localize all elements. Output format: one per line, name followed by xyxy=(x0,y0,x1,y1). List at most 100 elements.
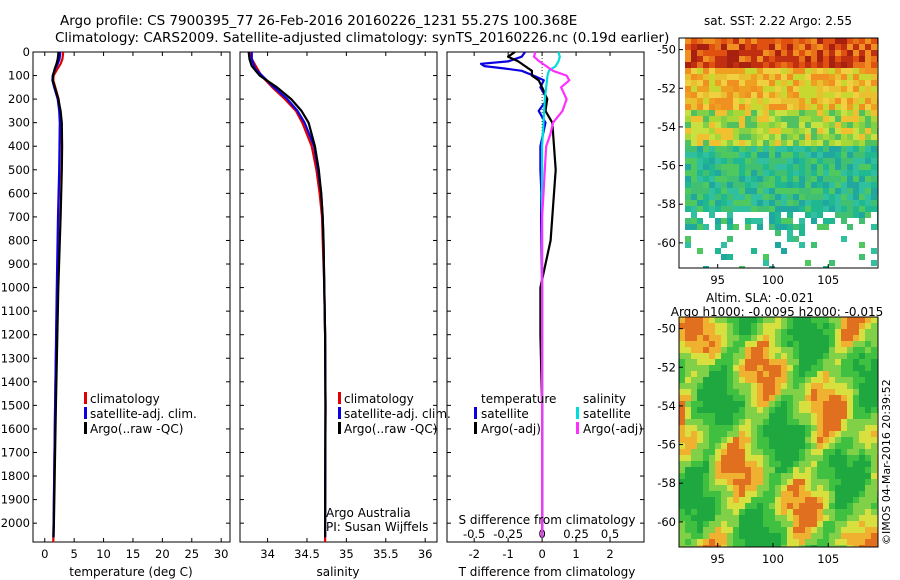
map-cell xyxy=(793,515,799,521)
map-cell xyxy=(745,164,751,170)
map-cell xyxy=(865,116,871,122)
map-cell xyxy=(709,224,715,230)
map-cell xyxy=(817,521,823,527)
map-cell xyxy=(805,62,811,68)
map-cell xyxy=(769,359,775,365)
map-cell xyxy=(871,515,877,521)
map-cell xyxy=(871,56,877,62)
map-cell xyxy=(841,248,847,254)
map-cell xyxy=(805,473,811,479)
map-cell xyxy=(781,86,787,92)
map-cell xyxy=(703,455,709,461)
map-cell xyxy=(775,86,781,92)
map-cell xyxy=(799,335,805,341)
map-cell xyxy=(811,377,817,383)
map-cell xyxy=(679,80,685,86)
map-cell xyxy=(727,503,733,509)
map-cell xyxy=(817,182,823,188)
map-cell xyxy=(823,242,829,248)
map-cell xyxy=(865,521,871,527)
map-cell xyxy=(745,527,751,533)
map-cell xyxy=(853,194,859,200)
map-cell xyxy=(817,44,823,50)
map-cell xyxy=(853,62,859,68)
map-cell xyxy=(847,248,853,254)
map-cell xyxy=(691,419,697,425)
series-line-temperature-argo-adj- xyxy=(507,51,557,538)
map-cell xyxy=(751,461,757,467)
map-cell xyxy=(745,62,751,68)
map-cell xyxy=(763,242,769,248)
map-cell xyxy=(691,230,697,236)
map-cell xyxy=(709,98,715,104)
map-cell xyxy=(847,533,853,539)
map-cell xyxy=(733,80,739,86)
map-cell xyxy=(787,317,793,323)
map-cell xyxy=(733,146,739,152)
map-cell xyxy=(781,455,787,461)
map-cell xyxy=(835,92,841,98)
map-cell xyxy=(835,533,841,539)
map-cell xyxy=(853,218,859,224)
map-cell xyxy=(679,62,685,68)
map-cell xyxy=(697,485,703,491)
map-cell xyxy=(769,467,775,473)
map-cell xyxy=(733,413,739,419)
map-cell xyxy=(679,158,685,164)
map-cell xyxy=(775,212,781,218)
map-cell xyxy=(757,86,763,92)
map-cell xyxy=(817,80,823,86)
map-cell xyxy=(871,98,877,104)
map-cell xyxy=(799,341,805,347)
map-cell xyxy=(751,503,757,509)
map-cell xyxy=(697,134,703,140)
map-cell xyxy=(739,56,745,62)
map-cell xyxy=(691,383,697,389)
legend-label-climatology: climatology xyxy=(90,392,160,406)
map-cell xyxy=(679,194,685,200)
map-cell xyxy=(757,242,763,248)
map-cell xyxy=(793,467,799,473)
map-cell xyxy=(787,98,793,104)
map-cell xyxy=(799,323,805,329)
map-cell xyxy=(835,38,841,44)
map-cell xyxy=(805,80,811,86)
map-cell xyxy=(793,371,799,377)
map-cell xyxy=(685,260,691,266)
map-cell xyxy=(817,317,823,323)
map-cell xyxy=(853,479,859,485)
map-cell xyxy=(715,92,721,98)
map-cell xyxy=(775,497,781,503)
map-cell xyxy=(715,242,721,248)
map-cell xyxy=(829,401,835,407)
map-cell xyxy=(805,365,811,371)
map-cell xyxy=(841,431,847,437)
map-cell xyxy=(733,371,739,377)
map-cell xyxy=(817,152,823,158)
map-cell xyxy=(739,152,745,158)
map-cell xyxy=(841,323,847,329)
map-y-tick-label: -56 xyxy=(657,159,676,173)
map-cell xyxy=(727,80,733,86)
map-cell xyxy=(805,98,811,104)
map-cell xyxy=(811,152,817,158)
map-cell xyxy=(703,194,709,200)
map-cell xyxy=(733,347,739,353)
map-cell xyxy=(871,38,877,44)
map-cell xyxy=(715,188,721,194)
map-cell xyxy=(763,212,769,218)
map-cell xyxy=(829,539,835,545)
map-cell xyxy=(793,317,799,323)
depth-tick-label: 600 xyxy=(8,186,30,200)
map-cell xyxy=(781,515,787,521)
map-cell xyxy=(793,497,799,503)
map-cell xyxy=(697,110,703,116)
map-cell xyxy=(685,317,691,323)
map-cell xyxy=(817,200,823,206)
map-cell xyxy=(745,353,751,359)
map-x-tick-label: 100 xyxy=(762,273,784,287)
map-cell xyxy=(865,158,871,164)
map-cell xyxy=(751,86,757,92)
map-cell xyxy=(697,98,703,104)
map-cell xyxy=(679,44,685,50)
